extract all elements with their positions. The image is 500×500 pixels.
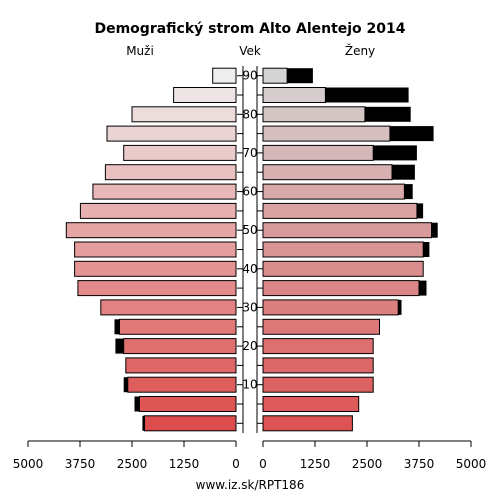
male-excess-bar-0-4 [142,415,145,431]
male-bar-50-54 [65,222,237,239]
female-bar-45-49 [262,241,424,258]
center-label: Vek [239,44,261,58]
male-bar-15-19 [125,357,237,374]
male-bar-75-79 [106,125,237,142]
male-excess-bar-5-9 [134,396,140,412]
age-tick-label: 60 [242,185,257,199]
source-label: www.iz.sk/RPT186 [196,478,305,492]
male-bar-10-14 [127,376,237,393]
male-bar-70-74 [123,144,237,161]
male-excess-bar-20-24 [115,338,124,354]
female-excess-bar-45-49 [423,242,430,257]
male-bar-0-4 [144,415,237,432]
female-excess-bar-70-74 [373,145,417,161]
x-tick-label-right: 1250 [300,457,331,471]
male-bar-90+ [212,67,237,84]
x-tick-label-left: 1250 [169,457,200,471]
male-bar-65-69 [104,164,237,181]
female-bar-25-29 [262,318,380,335]
female-excess-bar-85-89 [325,87,409,103]
female-bar-80-84 [262,106,366,123]
male-bar-40-44 [74,260,237,277]
female-excess-bar-80-84 [364,106,411,122]
female-bars [262,67,438,432]
female-bar-35-39 [262,280,420,297]
female-bar-75-79 [262,125,391,142]
female-bar-70-74 [262,144,374,161]
female-excess-bar-30-34 [398,299,402,315]
male-bars [65,67,237,432]
axes: 10 20 30 40 50 60 70 80 90 5000 3750 2500 1250 0 0 1250… [13,66,487,471]
male-bar-20-24 [123,338,237,355]
female-bar-10-14 [262,376,374,393]
age-tick-label: 30 [242,300,257,314]
female-bar-40-44 [262,260,424,277]
female-bar-15-19 [262,357,374,374]
female-excess-bar-90+ [287,68,313,84]
male-excess-bar-25-29 [114,319,120,335]
male-bar-5-9 [139,396,237,412]
female-excess-bar-55-59 [416,203,424,219]
chart-title: Demografický strom Alto Alentejo 2014 [94,21,405,37]
x-tick-label-left: 0 [232,457,240,471]
age-tick-label: 40 [242,262,257,276]
x-tick-label-left: 2500 [117,457,148,471]
female-excess-bar-60-64 [404,184,413,200]
age-tick-label: 10 [242,378,257,392]
male-excess-bar-10-14 [123,377,128,393]
male-bar-35-39 [77,280,237,297]
female-bar-85-89 [262,87,326,103]
male-bar-60-64 [92,183,237,200]
female-bar-60-64 [262,183,405,200]
male-bar-45-49 [74,241,237,258]
x-tick-label-left: 5000 [13,457,44,471]
age-tick-label: 50 [242,223,257,237]
female-excess-bar-35-39 [419,280,427,296]
x-tick-label-right: 5000 [456,457,487,471]
x-tick-label-left: 3750 [65,457,96,471]
female-bar-55-59 [262,202,418,219]
x-tick-label-right: 3750 [404,457,435,471]
male-bar-85-89 [173,87,237,103]
female-bar-5-9 [262,396,360,412]
age-tick-label: 20 [242,339,257,353]
left-label: Muži [126,44,154,58]
age-tick-label: 90 [242,69,257,83]
female-bar-20-24 [262,338,374,355]
female-bar-30-34 [262,299,399,316]
x-tick-label-right: 0 [259,457,267,471]
female-bar-90+ [262,67,288,84]
age-tick-label: 70 [242,146,257,160]
right-label: Ženy [345,43,375,58]
female-bar-65-69 [262,164,393,181]
female-excess-bar-50-54 [431,222,438,238]
female-bar-50-54 [262,222,432,239]
male-bar-30-34 [100,299,237,316]
female-excess-bar-65-69 [392,164,415,180]
x-tick-label-right: 2500 [352,457,383,471]
female-bar-0-4 [262,415,353,432]
male-bar-55-59 [79,202,237,219]
male-bar-25-29 [119,318,237,335]
female-excess-bar-75-79 [389,126,434,142]
age-tick-label: 80 [242,107,257,121]
male-bar-80-84 [131,106,237,123]
